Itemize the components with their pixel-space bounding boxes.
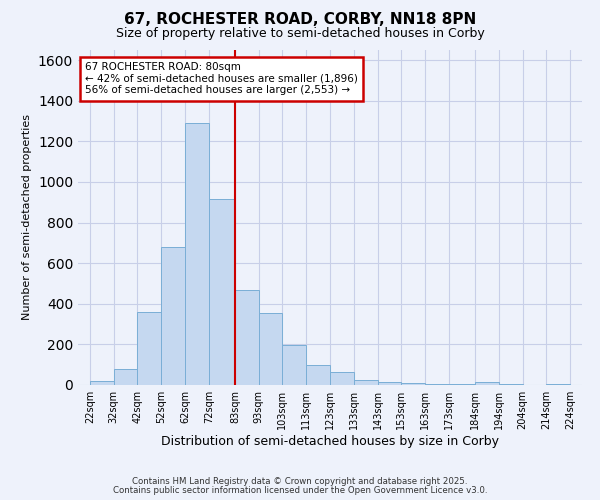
Bar: [113, 369, 137, 385]
Bar: [90, 380, 113, 385]
Bar: [475, 382, 499, 385]
Text: 67 ROCHESTER ROAD: 80sqm
← 42% of semi-detached houses are smaller (1,896)
56% o: 67 ROCHESTER ROAD: 80sqm ← 42% of semi-d…: [85, 62, 358, 96]
Bar: [499, 384, 523, 385]
Bar: [161, 247, 185, 385]
Text: 67, ROCHESTER ROAD, CORBY, NN18 8PN: 67, ROCHESTER ROAD, CORBY, NN18 8PN: [124, 12, 476, 28]
Bar: [185, 123, 209, 385]
Text: Contains HM Land Registry data © Crown copyright and database right 2025.: Contains HM Land Registry data © Crown c…: [132, 477, 468, 486]
Bar: [425, 384, 449, 385]
Bar: [401, 383, 425, 385]
Bar: [306, 364, 330, 385]
Bar: [547, 384, 570, 385]
Y-axis label: Number of semi-detached properties: Number of semi-detached properties: [22, 114, 32, 320]
Bar: [235, 290, 259, 385]
Text: Contains public sector information licensed under the Open Government Licence v3: Contains public sector information licen…: [113, 486, 487, 495]
Bar: [209, 199, 235, 385]
Bar: [354, 380, 377, 385]
Bar: [449, 384, 475, 385]
X-axis label: Distribution of semi-detached houses by size in Corby: Distribution of semi-detached houses by …: [161, 435, 499, 448]
Bar: [330, 372, 354, 385]
Text: Size of property relative to semi-detached houses in Corby: Size of property relative to semi-detach…: [116, 28, 484, 40]
Bar: [283, 346, 306, 385]
Bar: [377, 382, 401, 385]
Bar: [259, 313, 283, 385]
Bar: [137, 312, 161, 385]
